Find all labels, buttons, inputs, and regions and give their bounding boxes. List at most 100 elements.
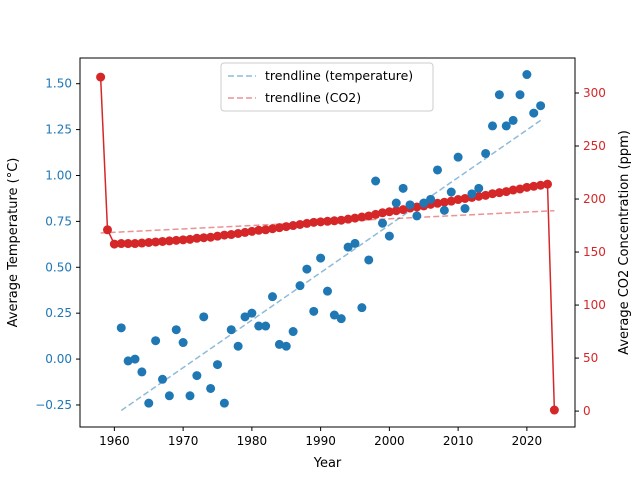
temperature-point — [343, 242, 353, 252]
x-tick-label: 2010 — [443, 434, 474, 448]
x-tick-label: 1960 — [99, 434, 130, 448]
temperature-point — [123, 356, 133, 366]
temperature-point — [364, 255, 374, 265]
co2-point — [543, 179, 552, 189]
co2-point — [199, 233, 209, 243]
co2-point — [378, 208, 387, 218]
co2-point — [164, 236, 174, 246]
co2-point — [529, 181, 539, 191]
temperature-point — [281, 341, 291, 351]
temperature-point — [494, 90, 504, 100]
co2-point — [288, 221, 298, 231]
temperature-point — [446, 187, 456, 197]
temperature-series — [116, 70, 546, 408]
co2-point — [398, 205, 408, 215]
co2-point — [233, 228, 243, 238]
temperature-point — [268, 292, 277, 302]
temperature-point — [329, 310, 339, 320]
co2-point — [171, 235, 181, 245]
co2-point — [254, 225, 264, 235]
co2-point — [151, 237, 161, 247]
temperature-point — [130, 354, 140, 364]
co2-point — [158, 236, 167, 246]
x-tick-label: 1990 — [305, 434, 336, 448]
temperature-point — [116, 323, 126, 333]
y-left-tick-label: −0.25 — [35, 398, 72, 412]
temperature-point — [261, 321, 271, 331]
temperature-point — [371, 176, 381, 186]
co2-point — [219, 230, 229, 240]
co2-point — [281, 222, 291, 232]
co2-point — [185, 234, 195, 244]
y-left-tick-label: 0.50 — [45, 260, 72, 274]
y-axis-right-label: Average CO2 Concentration (ppm) — [617, 130, 632, 355]
legend-box — [220, 62, 434, 112]
temperature-point — [426, 194, 436, 204]
y-left-tick-label: 0.25 — [45, 306, 72, 320]
x-tick-label: 1980 — [237, 434, 268, 448]
temperature-point — [158, 374, 167, 384]
temperature-point — [288, 327, 298, 337]
co2-point — [274, 223, 284, 233]
co2-point — [433, 198, 442, 208]
temperature-point — [522, 70, 532, 80]
co2-point — [206, 232, 216, 242]
temperature-point — [350, 238, 360, 248]
x-tick-label: 1970 — [168, 434, 199, 448]
temperature-point — [433, 165, 442, 175]
co2-point — [123, 239, 133, 249]
temperature-point — [515, 90, 525, 100]
co2-point — [501, 187, 511, 197]
co2-point — [116, 239, 126, 249]
co2-point — [144, 238, 154, 247]
temperature-point — [226, 325, 236, 335]
co2-point — [178, 235, 188, 245]
temperature-point — [144, 398, 154, 408]
co2-point — [481, 190, 491, 200]
y-right-tick-label: 0 — [583, 404, 591, 418]
co2-point — [96, 72, 106, 82]
temperature-point — [419, 198, 429, 208]
co2-point — [508, 185, 518, 195]
x-axis: 1960 1970 1980 1990 2000 2010 2020 — [99, 427, 542, 448]
co2-point — [515, 184, 525, 194]
x-axis-label: Year — [313, 456, 342, 471]
co2-series — [96, 72, 559, 415]
temperature-point — [171, 325, 181, 335]
temperature-point — [274, 339, 284, 349]
co2-point — [371, 209, 381, 219]
temperature-point — [391, 198, 401, 208]
x-tick-label: 2000 — [374, 434, 405, 448]
co2-point — [192, 233, 202, 243]
temperature-point — [481, 148, 491, 158]
x-tick-label: 2020 — [512, 434, 543, 448]
temperature-point — [295, 281, 305, 291]
co2-point — [323, 216, 332, 226]
y-axis-left: −0.25 0.00 0.25 0.50 0.75 1.00 1.25 1.50 — [35, 77, 80, 412]
temperature-point — [309, 306, 319, 316]
temperature-point — [213, 360, 222, 370]
temperature-point — [199, 312, 209, 322]
temperature-point — [357, 303, 367, 313]
temperature-point — [384, 231, 394, 241]
temperature-point — [164, 391, 174, 401]
co2-point — [350, 213, 360, 223]
y-right-tick-label: 250 — [583, 139, 606, 153]
temperature-point — [460, 204, 470, 214]
y-left-tick-label: 1.50 — [45, 77, 72, 91]
co2-point — [309, 217, 319, 227]
co2-point — [130, 239, 140, 249]
temperature-point — [501, 121, 511, 131]
co2-point — [261, 225, 271, 235]
temperature-point — [536, 101, 546, 111]
co2-point — [446, 196, 456, 206]
temperature-point — [206, 383, 216, 393]
y-right-tick-label: 100 — [583, 298, 606, 312]
temperature-point — [474, 183, 484, 193]
co2-point — [109, 239, 119, 249]
temperature-point — [219, 398, 229, 408]
plot-frame — [79, 57, 576, 428]
temperature-point — [316, 253, 326, 263]
co2-point — [316, 217, 326, 227]
